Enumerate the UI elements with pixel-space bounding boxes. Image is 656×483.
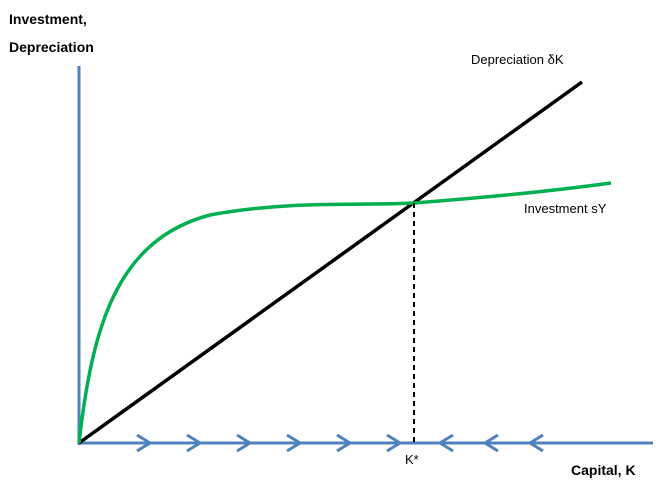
arrow-right-6 [386, 433, 403, 453]
dynamics-arrows [136, 433, 544, 453]
arrow-right-2 [186, 433, 203, 453]
arrow-right-3 [236, 433, 253, 453]
steady-state-label: K* [405, 452, 419, 467]
arrow-left-1 [437, 433, 454, 453]
investment-label: Investment sY [524, 201, 607, 216]
arrow-right-4 [286, 433, 303, 453]
y-axis-label-line2: Depreciation [9, 39, 94, 55]
depreciation-label: Depreciation δK [471, 52, 564, 67]
x-axis-label: Capital, K [571, 462, 636, 478]
arrow-left-2 [482, 433, 499, 453]
y-axis-label-line1: Investment, [9, 11, 87, 27]
arrow-right-1 [136, 433, 153, 453]
arrow-right-5 [336, 433, 353, 453]
depreciation-line [77, 80, 584, 445]
investment-curve [77, 181, 612, 444]
arrow-left-3 [527, 433, 544, 453]
